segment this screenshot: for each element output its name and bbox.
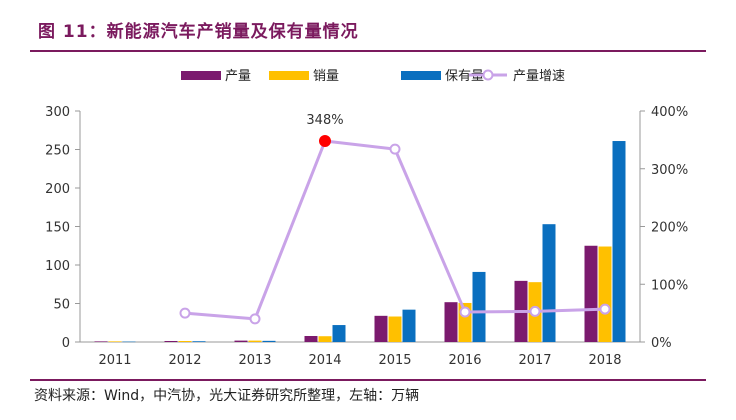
legend-production-label: 产量 (225, 69, 251, 84)
source-note: 资料来源：Wind，中汽协，光大证券研究所整理，左轴：万辆 (34, 388, 420, 404)
chart-labels: 348% (306, 113, 343, 128)
x-axis-tick-label: 2018 (588, 353, 621, 368)
bar-holdings (612, 141, 626, 342)
growth-point (529, 305, 541, 317)
legend-sales-label: 销量 (313, 69, 339, 84)
growth-point-highlight (319, 135, 331, 148)
annotation-label: 348% (306, 113, 343, 128)
left-axis-tick-label: 0 (62, 336, 70, 351)
x-axis-tick-label: 2012 (168, 353, 201, 368)
left-axis-tick-label: 100 (45, 259, 70, 274)
bar-holdings (402, 309, 416, 342)
x-axis-tick-label: 2016 (448, 353, 481, 368)
page-title: 图 11：新能源汽车产销量及保有量情况 (38, 22, 359, 42)
growth-point (599, 303, 611, 315)
bar-sales (178, 340, 192, 342)
legend-growth-marker (482, 69, 494, 81)
left-axis-tick-label: 200 (45, 182, 70, 197)
bar-production (94, 341, 108, 342)
chart-axes: 0 50 100 150 200 250 300 0% 100% 200% 300% 400% 2011… (45, 105, 688, 368)
right-axis-tick-label: 100% (651, 278, 688, 293)
bar-production (444, 302, 458, 342)
growth-point (179, 307, 191, 319)
bar-sales (318, 336, 332, 342)
chart-legend: 产量 销量 保有量 产量增速 (181, 69, 565, 84)
bar-holdings (122, 341, 136, 343)
growth-line-path (184, 139, 606, 321)
bar-holdings (332, 325, 346, 342)
legend-holdings-swatch (401, 71, 441, 80)
source-divider (30, 379, 706, 381)
bar-sales (108, 341, 122, 342)
left-axis-tick-label: 250 (45, 144, 70, 159)
bar-sales (388, 316, 402, 342)
bar-sales (598, 246, 612, 342)
left-axis-tick-label: 300 (45, 105, 70, 120)
bar-holdings (542, 224, 556, 342)
legend-holdings-label: 保有量 (445, 69, 484, 84)
growth-point (459, 306, 471, 318)
bar-production (304, 335, 318, 342)
bar-holdings (262, 340, 276, 342)
legend-sales-swatch (269, 71, 309, 80)
right-axis-tick-label: 300% (651, 163, 688, 178)
x-axis-tick-label: 2017 (518, 353, 551, 368)
bar-holdings (472, 271, 486, 342)
bar-production (234, 340, 248, 342)
right-axis-tick-label: 0% (651, 336, 672, 351)
bar-production (164, 340, 178, 342)
x-axis-tick-label: 2014 (308, 353, 341, 368)
bar-sales (248, 340, 262, 342)
bar-production (374, 315, 388, 342)
chart: 产量 销量 保有量 产量增速 0 50 100 150 200 250 300 0% 100% 200%… (45, 69, 688, 368)
legend-growth-label: 产量增速 (513, 69, 565, 84)
x-axis-tick-label: 2011 (98, 353, 131, 368)
x-axis-tick-label: 2015 (378, 353, 411, 368)
chart-bars (94, 141, 626, 343)
right-axis-tick-label: 400% (651, 105, 688, 120)
growth-point (389, 143, 401, 155)
x-axis-tick-label: 2013 (238, 353, 271, 368)
left-axis-tick-label: 150 (45, 221, 70, 236)
title-divider (30, 50, 706, 52)
growth-line (179, 135, 611, 325)
bar-holdings (192, 341, 206, 342)
growth-point (249, 313, 261, 325)
left-axis-tick-label: 50 (53, 298, 70, 313)
bar-production (584, 245, 598, 342)
right-axis-tick-label: 200% (651, 221, 688, 236)
legend-production-swatch (181, 71, 221, 80)
